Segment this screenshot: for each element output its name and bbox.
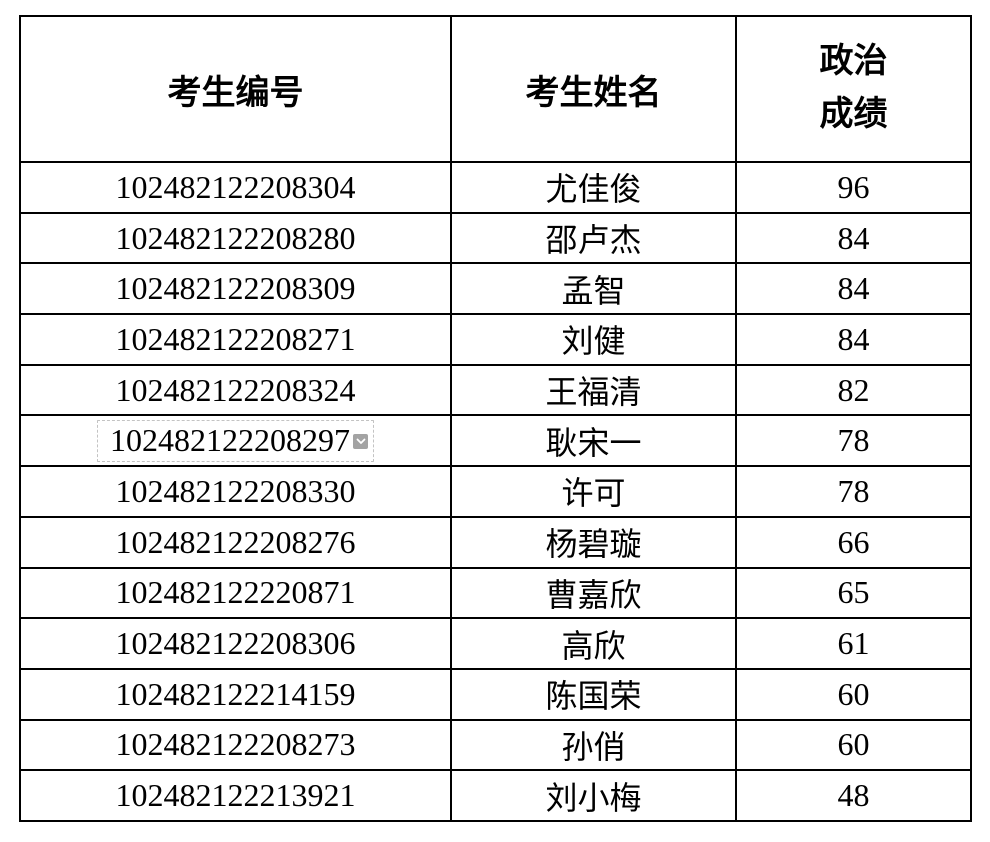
header-politics-score: 政治 成绩 xyxy=(735,15,972,163)
table-row: 102482122213921 刘小梅 48 xyxy=(19,769,972,822)
candidate-name-cell: 许可 xyxy=(450,465,737,518)
candidate-name-cell: 曹嘉欣 xyxy=(450,566,737,620)
table-body: 102482122208304 尤佳俊 96 102482122208280 邵卢杰 84… xyxy=(19,161,972,822)
candidate-id-cell: 102482122220871 xyxy=(19,566,452,620)
candidate-id-cell: 102482122208324 xyxy=(19,363,452,417)
candidate-id-cell: 102482122208297 xyxy=(19,414,452,468)
header-politics-score-line1: 政治 xyxy=(819,43,888,81)
table-row: 102482122208306 高欣 61 xyxy=(19,617,972,670)
candidate-name-cell: 刘小梅 xyxy=(450,769,737,822)
candidate-id-cell: 102482122213921 xyxy=(19,769,452,822)
politics-score-cell: 96 xyxy=(735,161,972,214)
candidate-name-cell: 刘健 xyxy=(450,313,737,366)
candidate-name-cell: 杨碧璇 xyxy=(450,515,737,569)
table-row: 102482122208276 杨碧璇 66 xyxy=(19,515,972,569)
candidate-name-cell: 高欣 xyxy=(450,617,737,670)
politics-score-cell: 78 xyxy=(735,414,972,468)
table-row: 102482122208280 邵卢杰 84 xyxy=(19,211,972,265)
candidate-name-cell: 邵卢杰 xyxy=(450,211,737,265)
politics-score-cell: 78 xyxy=(735,465,972,518)
header-politics-score-line2: 成绩 xyxy=(819,96,888,133)
candidate-id-cell: 102482122208306 xyxy=(19,617,452,670)
score-table: 考生编号 考生姓名 政治 成绩 102482122208304 尤佳俊 96 1024… xyxy=(19,15,972,822)
header-row: 考生编号 考生姓名 政治 成绩 xyxy=(19,15,972,163)
politics-score-cell: 60 xyxy=(735,718,972,772)
candidate-name-cell: 孙俏 xyxy=(450,718,737,772)
candidate-name-cell: 孟智 xyxy=(450,262,737,316)
politics-score-cell: 60 xyxy=(735,667,972,721)
candidate-id-cell: 102482122208273 xyxy=(19,718,452,772)
table-row: 102482122208309 孟智 84 xyxy=(19,262,972,316)
candidate-id-cell: 102482122208304 xyxy=(19,161,452,214)
table-row: 102482122214159 陈国荣 60 xyxy=(19,667,972,721)
header-candidate-name: 考生姓名 xyxy=(450,15,737,163)
candidate-id-cell: 102482122208271 xyxy=(19,313,452,366)
politics-score-cell: 84 xyxy=(735,313,972,366)
politics-score-cell: 82 xyxy=(735,363,972,417)
table-row: 102482122208330 许可 78 xyxy=(19,465,972,518)
candidate-name-cell: 尤佳俊 xyxy=(450,161,737,214)
politics-score-cell: 65 xyxy=(735,566,972,620)
politics-score-cell: 66 xyxy=(735,515,972,569)
candidate-id-cell: 102482122208330 xyxy=(19,465,452,518)
candidate-name-cell: 耿宋一 xyxy=(450,414,737,468)
candidate-name-cell: 陈国荣 xyxy=(450,667,737,721)
selected-dropdown-field[interactable]: 102482122208297 xyxy=(97,420,374,462)
dropdown-chevron-button[interactable] xyxy=(353,433,368,449)
candidate-id-cell: 102482122208280 xyxy=(19,211,452,265)
politics-score-cell: 84 xyxy=(735,262,972,316)
politics-score-cell: 61 xyxy=(735,617,972,670)
politics-score-cell: 48 xyxy=(735,769,972,822)
candidate-id-cell: 102482122214159 xyxy=(19,667,452,721)
politics-score-cell: 84 xyxy=(735,211,972,265)
table-row: 102482122208271 刘健 84 xyxy=(19,313,972,366)
header-candidate-id: 考生编号 xyxy=(19,15,452,163)
chevron-down-icon xyxy=(356,438,365,444)
table-row: 102482122208324 王福清 82 xyxy=(19,363,972,417)
candidate-name-cell: 王福清 xyxy=(450,363,737,417)
candidate-id-cell: 102482122208276 xyxy=(19,515,452,569)
table-row: 102482122208273 孙俏 60 xyxy=(19,718,972,772)
table-row: 102482122208304 尤佳俊 96 xyxy=(19,161,972,214)
candidate-id-cell: 102482122208309 xyxy=(19,262,452,316)
table-row: 102482122220871 曹嘉欣 65 xyxy=(19,566,972,620)
candidate-id-value: 102482122208297 xyxy=(110,422,350,459)
table-row: 102482122208297 耿宋一 78 xyxy=(19,414,972,468)
